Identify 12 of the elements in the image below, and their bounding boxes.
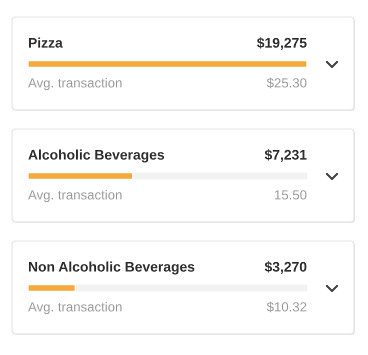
annotation: Avg. transaction	[28, 190, 122, 202]
data-label: $19,275	[256, 37, 307, 50]
y-tick-label: Pizza	[28, 38, 63, 48]
data-label: $7,231	[264, 149, 307, 162]
data-label: $3,270	[264, 261, 306, 274]
annotation: $25.30	[266, 78, 306, 88]
y-tick-label: Alcoholic Beverages	[28, 149, 164, 163]
annotation: 15.50	[274, 190, 306, 200]
y-tick-label: Non Alcoholic Beverages	[28, 261, 194, 275]
annotation: Avg. transaction	[28, 302, 122, 314]
annotation: Avg. transaction	[28, 78, 122, 90]
annotation: $10.32	[266, 302, 306, 312]
